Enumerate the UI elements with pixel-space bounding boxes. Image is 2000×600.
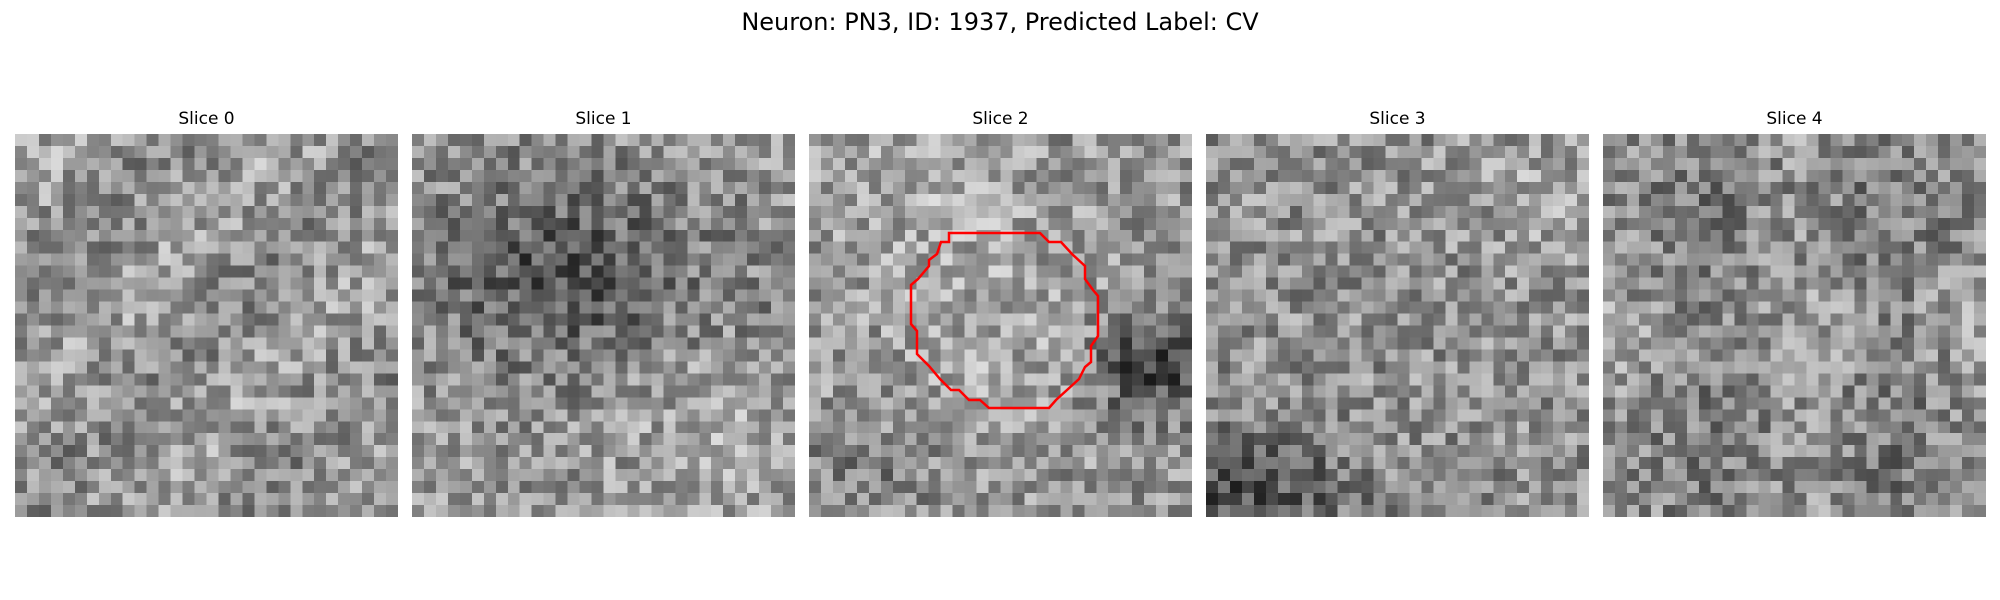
slice-4-image [1603, 134, 1986, 517]
slice-2-image [809, 134, 1192, 517]
slice-panel-0: Slice 0 [15, 108, 398, 518]
slice-panel-1: Slice 1 [412, 108, 795, 518]
slice-panel-4: Slice 4 [1603, 108, 1986, 518]
slice-1-title: Slice 1 [575, 109, 632, 129]
slice-panel-3: Slice 3 [1206, 108, 1589, 518]
slice-0-title: Slice 0 [178, 109, 235, 129]
slice-3-image [1206, 134, 1589, 517]
slice-3-title: Slice 3 [1369, 109, 1426, 129]
slice-panel-2: Slice 2 [809, 108, 1192, 518]
slice-1-image [412, 134, 795, 517]
slice-4-title: Slice 4 [1766, 109, 1823, 129]
slice-0-image [15, 134, 398, 517]
figure-title: Neuron: PN3, ID: 1937, Predicted Label: … [741, 8, 1259, 36]
slice-2-title: Slice 2 [972, 109, 1029, 129]
